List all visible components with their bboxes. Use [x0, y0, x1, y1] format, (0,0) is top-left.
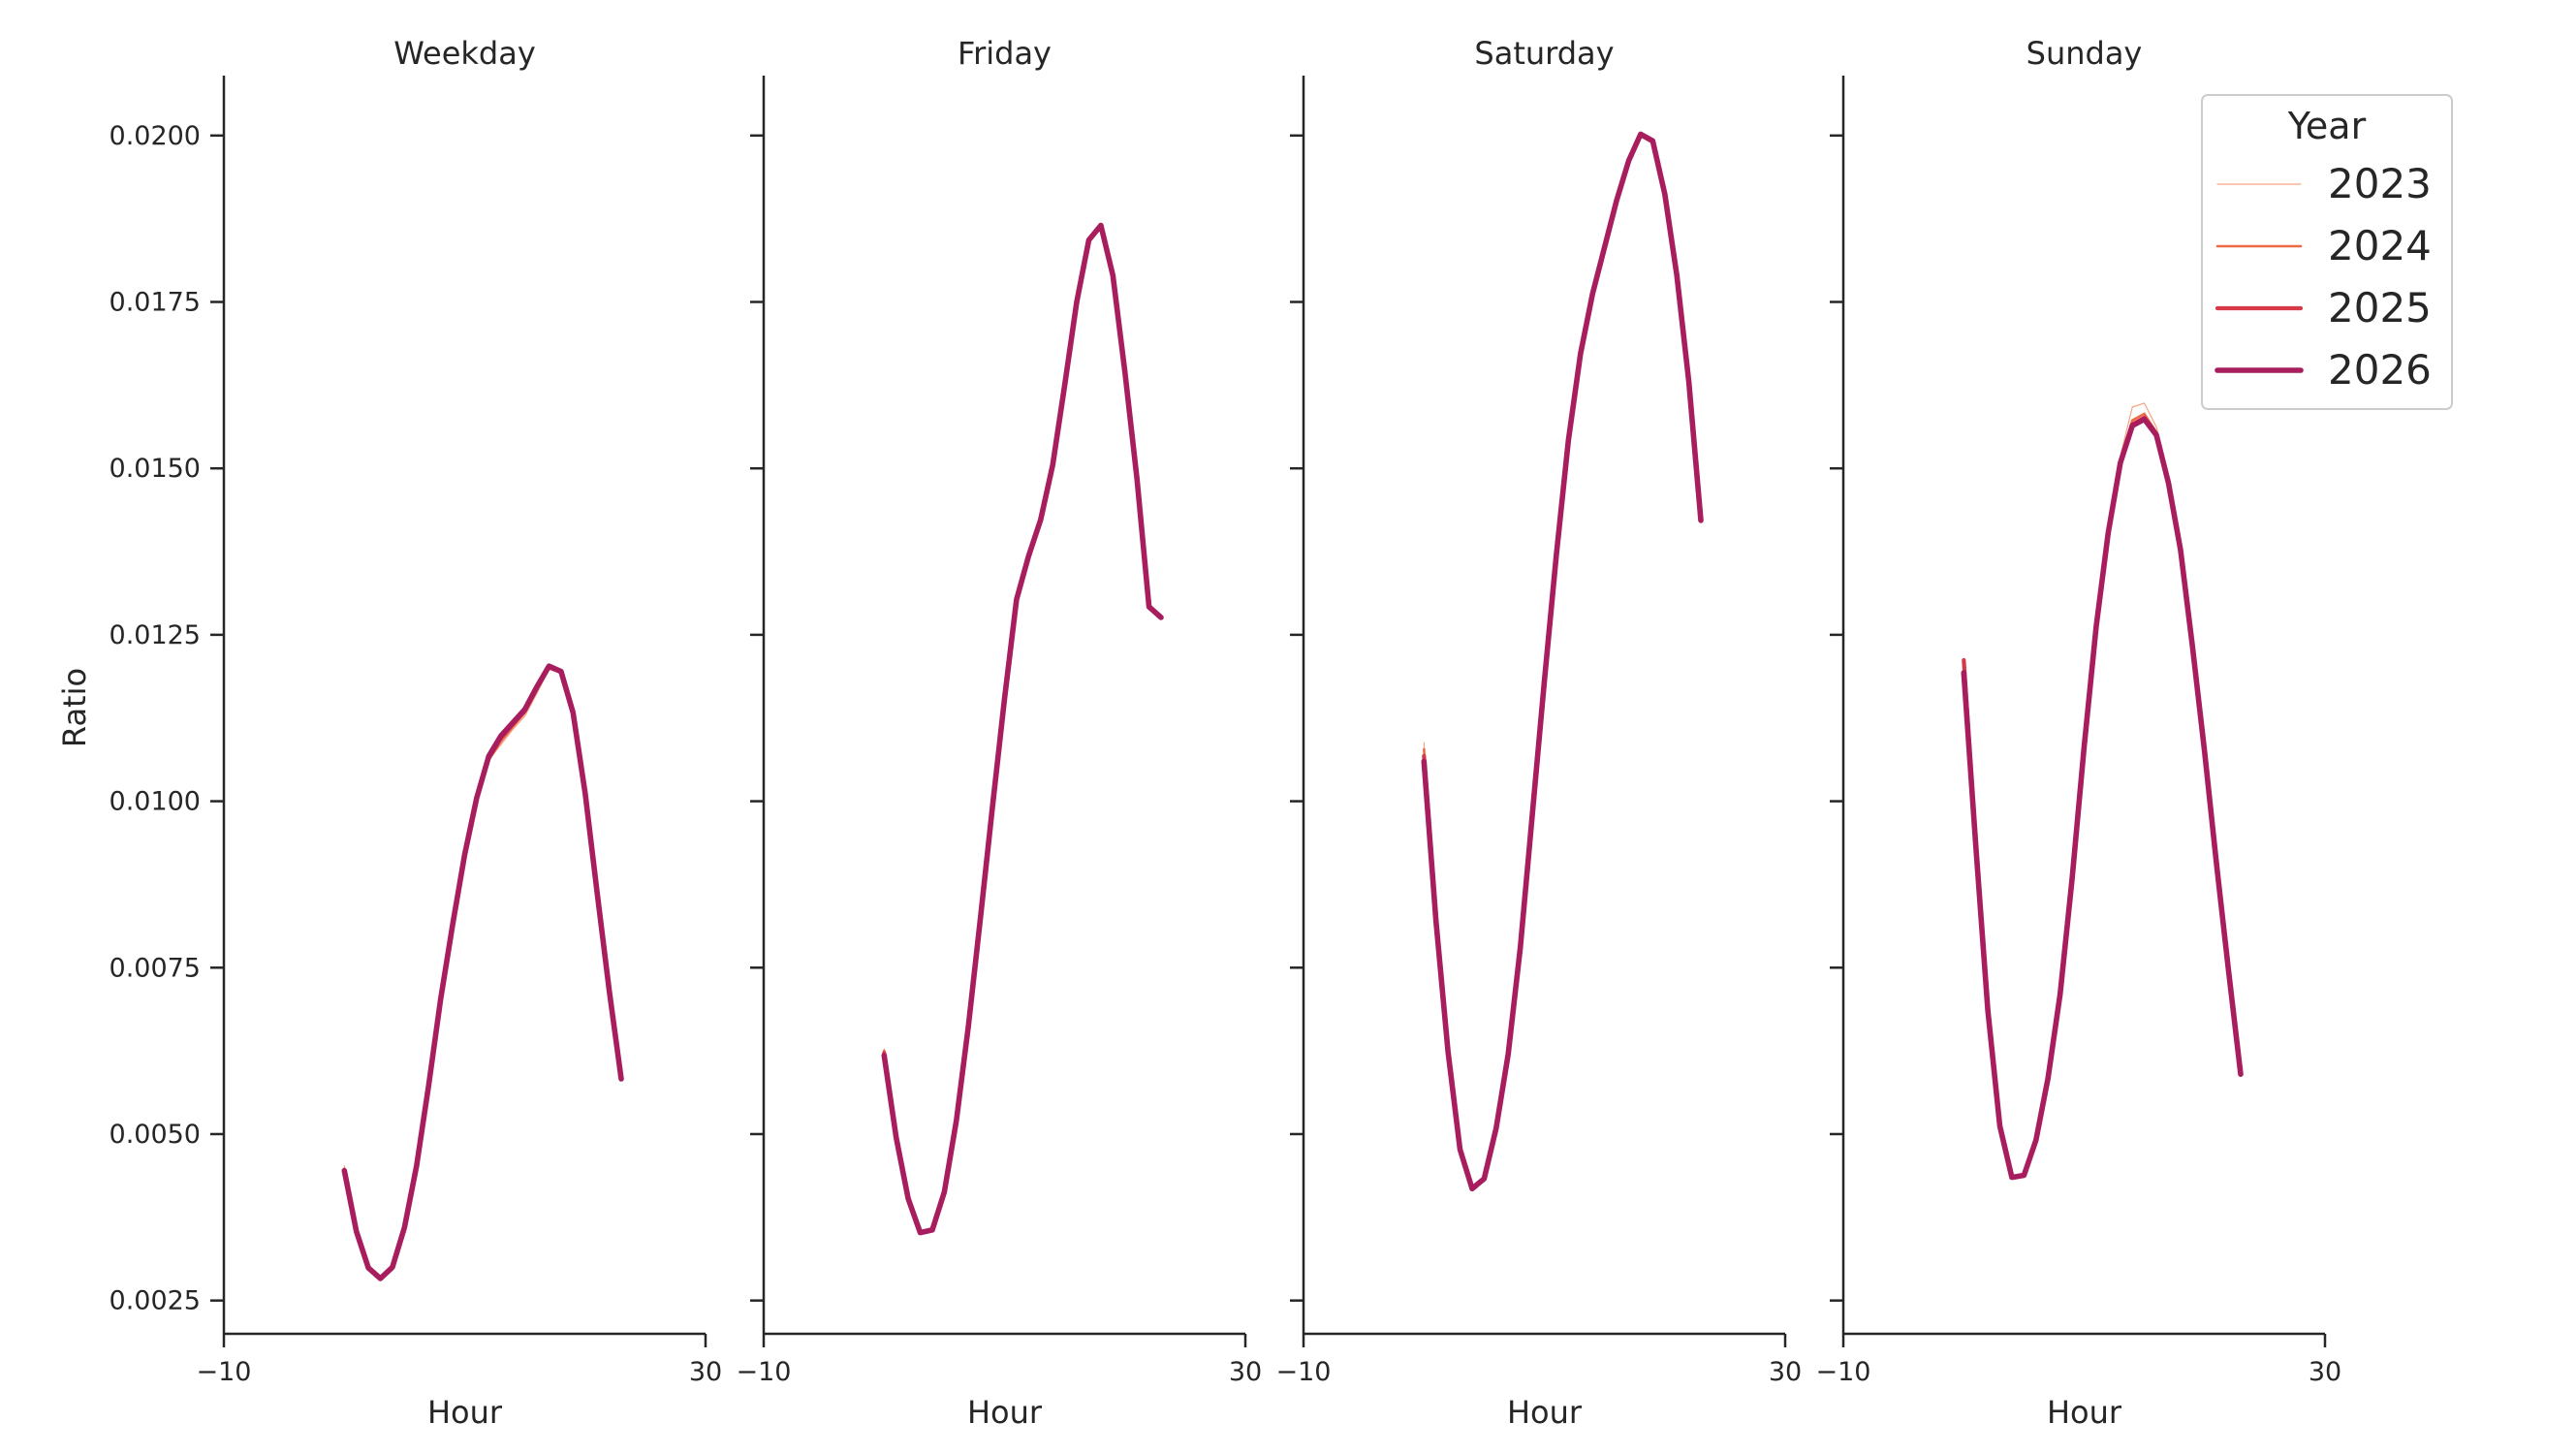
x-tick-label: −10 [1816, 1357, 1871, 1387]
panel-friday: −10 30 Hour Friday [737, 35, 1263, 1431]
panel-saturday: −10 30 Hour Saturday [1276, 35, 1803, 1431]
series-line-2024 [882, 226, 1163, 1234]
x-tick-label: −10 [1276, 1357, 1332, 1387]
y-tick-label: 0.0050 [110, 1120, 201, 1150]
legend: Year 2023 2024 2025 2026 [2201, 94, 2453, 410]
x-tick-label: 30 [2309, 1357, 2341, 1387]
panel-sunday: −10 30 Hour Sunday [1816, 35, 2342, 1431]
y-tick-label: 0.0075 [110, 953, 201, 983]
series-line-2023 [1963, 402, 2242, 1179]
x-tick-label: 30 [1229, 1357, 1262, 1387]
y-tick-label: 0.0025 [110, 1286, 201, 1316]
y-axis-label: Ratio [56, 668, 93, 747]
y-tick-label: 0.0175 [110, 288, 201, 318]
x-axis-label: Hour [1507, 1394, 1583, 1431]
panel-title: Sunday [2026, 35, 2143, 72]
y-tick-label: 0.0125 [110, 620, 201, 650]
x-tick-label: 30 [689, 1357, 722, 1387]
x-tick-label: 30 [1769, 1357, 1802, 1387]
panel-weekday: 0.0025 0.0050 0.0075 0.0100 0.0125 0.0150 0.01… [110, 35, 723, 1431]
series-line-2024 [1963, 412, 2243, 1179]
panel-title: Friday [958, 35, 1052, 72]
y-tick-label: 0.0200 [110, 121, 201, 151]
x-axis-label: Hour [427, 1394, 503, 1431]
legend-label-2024: 2024 [2328, 222, 2432, 269]
legend-label-2025: 2025 [2328, 284, 2432, 332]
series-line-2025 [1422, 133, 1704, 1191]
series-line-2024 [1423, 134, 1703, 1190]
series-line-2026 [881, 222, 1164, 1236]
y-tick-label: 0.0150 [110, 454, 201, 484]
series-line-2026 [1961, 416, 2244, 1181]
legend-label-2026: 2026 [2328, 346, 2432, 394]
x-tick-label: −10 [197, 1357, 252, 1387]
series-line-2023 [883, 228, 1162, 1234]
panel-title: Weekday [393, 35, 536, 72]
series-line-2026 [1421, 131, 1704, 1192]
facet-panels: 0.0025 0.0050 0.0075 0.0100 0.0125 0.0150 0.01… [110, 35, 2342, 1431]
x-axis-label: Hour [2047, 1394, 2122, 1431]
series-line-2026 [341, 663, 624, 1281]
legend-label-2023: 2023 [2328, 160, 2432, 207]
panel-title: Saturday [1474, 35, 1614, 72]
series-line-2025 [1962, 415, 2244, 1180]
legend-box [2201, 94, 2453, 410]
x-axis-label: Hour [967, 1394, 1043, 1431]
series-line-2023 [1423, 136, 1702, 1189]
series-line-2025 [882, 224, 1164, 1235]
y-tick-label: 0.0100 [110, 787, 201, 817]
legend-title: Year [2287, 105, 2367, 147]
x-tick-label: −10 [737, 1357, 792, 1387]
